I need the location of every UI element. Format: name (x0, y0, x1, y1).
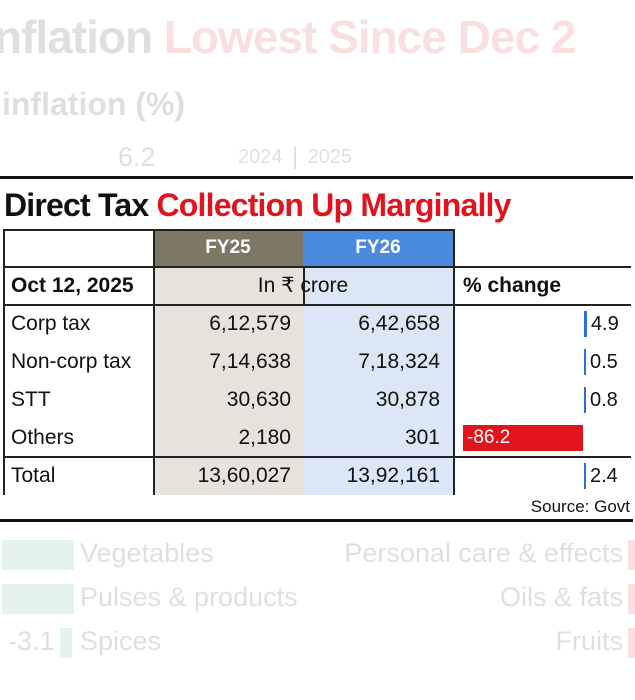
grid-line-top (3, 229, 455, 231)
background-item-vegetables: Vegetables (80, 538, 214, 568)
background-bar-vegetables (2, 540, 74, 570)
title-part-red: Collection Up Marginally (156, 187, 511, 223)
background-bar-personal-care (628, 540, 635, 570)
change-label-corp-tax: 4.9 (590, 313, 619, 335)
change-label-stt: 0.8 (590, 389, 618, 411)
fy25-value: 2,180 (238, 426, 291, 449)
fy25-value: 30,630 (226, 388, 291, 411)
background-year-2025: 2025 (307, 146, 353, 168)
background-item-spices: Spices (80, 626, 162, 656)
grid-line-left (3, 229, 5, 495)
change-bar-non-corp-tax (584, 349, 586, 375)
chart-title: Direct Tax Collection Up Marginally (4, 187, 511, 224)
tax-table-card: Direct Tax Collection Up Marginally FY25… (0, 176, 633, 522)
fy25-value: 7,14,638 (209, 350, 291, 373)
background-headline-dark: nflation (0, 11, 153, 63)
fy25-column-background (153, 229, 303, 495)
change-bar-total (584, 463, 586, 489)
fy26-column-background (303, 229, 453, 495)
background-bar-pulses (2, 584, 74, 614)
change-bar-stt (584, 387, 586, 413)
background-bar-fruits (628, 628, 635, 658)
background-bar-oils (628, 584, 635, 614)
tax-table: FY25 FY26 Oct 12, 2025 In ₹ crore % chan… (3, 229, 631, 497)
grid-line-subheader (3, 304, 631, 306)
change-bar-corp-tax (584, 311, 587, 337)
grid-line-fy25-left (153, 229, 155, 495)
title-part-dark: Direct Tax (4, 187, 149, 223)
row-label: Others (11, 426, 75, 449)
column-header-fy26: FY26 (303, 229, 453, 267)
row-label: Total (11, 464, 56, 487)
row-label: STT (11, 388, 51, 411)
background-headline-red: Lowest Since Dec 2 (163, 11, 576, 63)
grid-line-header (3, 266, 631, 268)
change-header: % change (463, 274, 562, 297)
background-item-oils: Oils & fats (499, 582, 623, 612)
fy26-value: 30,878 (375, 388, 440, 411)
background-value: 6.2 (118, 142, 156, 172)
background-item-personal-care: Personal care & effects (344, 538, 623, 568)
fy26-value: 13,92,161 (346, 464, 440, 487)
fy26-value: 6,42,658 (358, 312, 440, 335)
source-note: Source: Govt (530, 497, 630, 516)
date-label: Oct 12, 2025 (11, 274, 134, 297)
background-item-fruits: Fruits (555, 626, 624, 656)
fy25-value: 13,60,027 (197, 464, 291, 487)
grid-line-total (3, 456, 631, 458)
change-label-others: -86.2 (467, 427, 511, 448)
row-label: Non-corp tax (11, 350, 132, 373)
unit-label: In ₹ crore (257, 274, 349, 297)
row-label: Corp tax (11, 312, 91, 335)
change-bar-others (463, 425, 583, 451)
background-year-2024: 2024 (238, 146, 283, 168)
background-headline: nflation Lowest Since Dec 2 (0, 10, 576, 64)
background-years: 2024 2025 (238, 146, 352, 169)
fy26-value: 7,18,324 (358, 350, 440, 373)
grid-line-mid-header (303, 267, 305, 305)
background-value-spices: -3.1 (8, 626, 55, 656)
background-item-pulses: Pulses & products (80, 582, 298, 612)
column-header-fy25: FY25 (153, 229, 303, 267)
change-label-total: 2.4 (590, 465, 618, 487)
background-subheading: inflation (%) (2, 86, 186, 122)
fy26-value: 301 (404, 426, 440, 449)
fy25-value: 6,12,579 (209, 312, 291, 335)
grid-line-change-left (453, 229, 455, 495)
background-bar-spices (60, 628, 72, 658)
change-label-non-corp-tax: 0.5 (590, 351, 618, 373)
